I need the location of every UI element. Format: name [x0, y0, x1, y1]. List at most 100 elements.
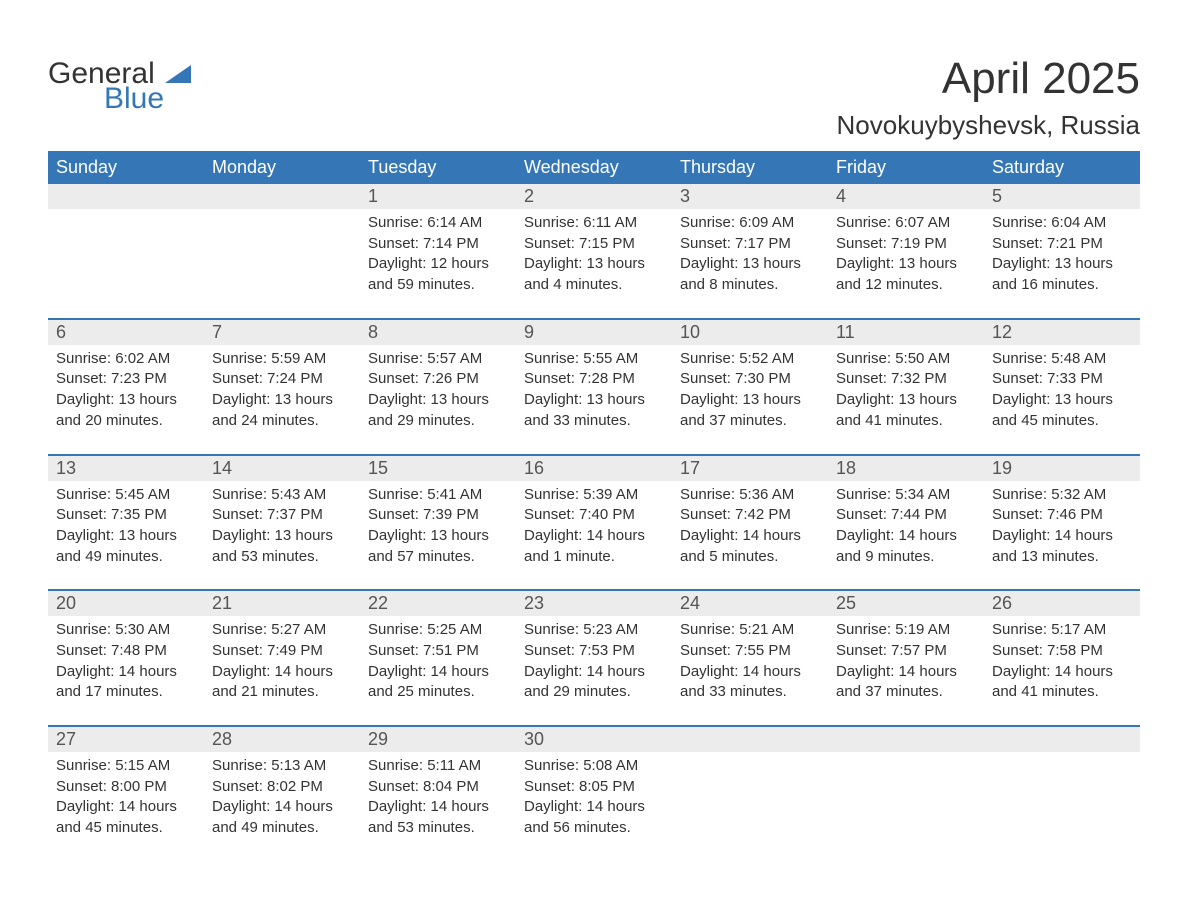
sunrise-line: Sunrise: 5:25 AM	[368, 620, 508, 641]
sunset-line: Sunset: 7:40 PM	[524, 505, 664, 526]
daylight-line: Daylight: 13 hours and 8 minutes.	[680, 254, 820, 295]
sunrise-line: Sunrise: 5:52 AM	[680, 349, 820, 370]
sunset-line: Sunset: 7:21 PM	[992, 234, 1132, 255]
sunset-line: Sunset: 7:30 PM	[680, 369, 820, 390]
daylight-line: Daylight: 14 hours and 33 minutes.	[680, 662, 820, 703]
day-cell: Sunrise: 5:21 AMSunset: 7:55 PMDaylight:…	[672, 616, 828, 725]
day-cell: Sunrise: 5:19 AMSunset: 7:57 PMDaylight:…	[828, 616, 984, 725]
day-cell: Sunrise: 6:14 AMSunset: 7:14 PMDaylight:…	[360, 209, 516, 318]
calendar-page: General Blue April 2025 Novokuybyshevsk,…	[0, 0, 1188, 901]
day-cell: Sunrise: 5:45 AMSunset: 7:35 PMDaylight:…	[48, 481, 204, 590]
day-cell: Sunrise: 5:43 AMSunset: 7:37 PMDaylight:…	[204, 481, 360, 590]
weekday-mon: Monday	[204, 151, 360, 184]
day-number: 14	[204, 456, 360, 481]
day-number: 17	[672, 456, 828, 481]
day-number: 20	[48, 591, 204, 616]
sunset-line: Sunset: 8:05 PM	[524, 777, 664, 798]
sunset-line: Sunset: 7:58 PM	[992, 641, 1132, 662]
day-cell: Sunrise: 6:09 AMSunset: 7:17 PMDaylight:…	[672, 209, 828, 318]
sunrise-line: Sunrise: 5:21 AM	[680, 620, 820, 641]
weekday-thu: Thursday	[672, 151, 828, 184]
day-number: 26	[984, 591, 1140, 616]
day-cell: Sunrise: 6:04 AMSunset: 7:21 PMDaylight:…	[984, 209, 1140, 318]
daynum-strip: 6789101112	[48, 318, 1140, 345]
day-number: 27	[48, 727, 204, 752]
sunrise-line: Sunrise: 6:07 AM	[836, 213, 976, 234]
day-number: 6	[48, 320, 204, 345]
day-number	[984, 727, 1140, 752]
sunrise-line: Sunrise: 5:30 AM	[56, 620, 196, 641]
weekday-sat: Saturday	[984, 151, 1140, 184]
day-number: 7	[204, 320, 360, 345]
day-cell: Sunrise: 5:50 AMSunset: 7:32 PMDaylight:…	[828, 345, 984, 454]
day-number: 11	[828, 320, 984, 345]
logo: General Blue	[48, 60, 191, 113]
daylight-line: Daylight: 14 hours and 53 minutes.	[368, 797, 508, 838]
day-cell: Sunrise: 6:02 AMSunset: 7:23 PMDaylight:…	[48, 345, 204, 454]
sunrise-line: Sunrise: 5:41 AM	[368, 485, 508, 506]
daynum-strip: 27282930	[48, 725, 1140, 752]
day-number: 10	[672, 320, 828, 345]
day-cell	[48, 209, 204, 318]
sunrise-line: Sunrise: 5:36 AM	[680, 485, 820, 506]
day-number: 25	[828, 591, 984, 616]
day-cell: Sunrise: 5:32 AMSunset: 7:46 PMDaylight:…	[984, 481, 1140, 590]
daylight-line: Daylight: 13 hours and 57 minutes.	[368, 526, 508, 567]
sunset-line: Sunset: 7:55 PM	[680, 641, 820, 662]
daylight-line: Daylight: 13 hours and 53 minutes.	[212, 526, 352, 567]
calendar-grid: Sunday Monday Tuesday Wednesday Thursday…	[48, 151, 1140, 861]
sunset-line: Sunset: 7:33 PM	[992, 369, 1132, 390]
daylight-line: Daylight: 14 hours and 49 minutes.	[212, 797, 352, 838]
daylight-line: Daylight: 13 hours and 4 minutes.	[524, 254, 664, 295]
day-number: 9	[516, 320, 672, 345]
sunrise-line: Sunrise: 5:11 AM	[368, 756, 508, 777]
day-cell: Sunrise: 5:59 AMSunset: 7:24 PMDaylight:…	[204, 345, 360, 454]
day-cell	[672, 752, 828, 861]
day-number: 16	[516, 456, 672, 481]
day-cell: Sunrise: 5:23 AMSunset: 7:53 PMDaylight:…	[516, 616, 672, 725]
sunrise-line: Sunrise: 5:17 AM	[992, 620, 1132, 641]
day-number: 28	[204, 727, 360, 752]
daylight-line: Daylight: 12 hours and 59 minutes.	[368, 254, 508, 295]
sunrise-line: Sunrise: 6:11 AM	[524, 213, 664, 234]
sunrise-line: Sunrise: 5:45 AM	[56, 485, 196, 506]
day-number	[48, 184, 204, 209]
daynum-strip: 20212223242526	[48, 589, 1140, 616]
daylight-line: Daylight: 13 hours and 16 minutes.	[992, 254, 1132, 295]
sunrise-line: Sunrise: 6:02 AM	[56, 349, 196, 370]
day-number: 29	[360, 727, 516, 752]
week-body: Sunrise: 6:02 AMSunset: 7:23 PMDaylight:…	[48, 345, 1140, 454]
day-number: 24	[672, 591, 828, 616]
day-number: 19	[984, 456, 1140, 481]
daylight-line: Daylight: 14 hours and 37 minutes.	[836, 662, 976, 703]
sunset-line: Sunset: 7:35 PM	[56, 505, 196, 526]
day-cell: Sunrise: 5:17 AMSunset: 7:58 PMDaylight:…	[984, 616, 1140, 725]
day-number: 5	[984, 184, 1140, 209]
daylight-line: Daylight: 14 hours and 41 minutes.	[992, 662, 1132, 703]
day-number: 2	[516, 184, 672, 209]
sunrise-line: Sunrise: 5:39 AM	[524, 485, 664, 506]
day-number: 15	[360, 456, 516, 481]
sunset-line: Sunset: 7:53 PM	[524, 641, 664, 662]
day-cell: Sunrise: 5:36 AMSunset: 7:42 PMDaylight:…	[672, 481, 828, 590]
daynum-strip: 12345	[48, 184, 1140, 209]
sunset-line: Sunset: 7:26 PM	[368, 369, 508, 390]
sunset-line: Sunset: 7:15 PM	[524, 234, 664, 255]
sunset-line: Sunset: 7:57 PM	[836, 641, 976, 662]
weekday-sun: Sunday	[48, 151, 204, 184]
sunset-line: Sunset: 7:37 PM	[212, 505, 352, 526]
sunrise-line: Sunrise: 5:19 AM	[836, 620, 976, 641]
sunrise-line: Sunrise: 5:27 AM	[212, 620, 352, 641]
day-number: 30	[516, 727, 672, 752]
daylight-line: Daylight: 14 hours and 45 minutes.	[56, 797, 196, 838]
day-cell: Sunrise: 6:07 AMSunset: 7:19 PMDaylight:…	[828, 209, 984, 318]
day-number: 8	[360, 320, 516, 345]
daylight-line: Daylight: 13 hours and 45 minutes.	[992, 390, 1132, 431]
sunset-line: Sunset: 7:14 PM	[368, 234, 508, 255]
sunrise-line: Sunrise: 6:09 AM	[680, 213, 820, 234]
day-cell: Sunrise: 6:11 AMSunset: 7:15 PMDaylight:…	[516, 209, 672, 318]
sunrise-line: Sunrise: 6:04 AM	[992, 213, 1132, 234]
day-cell	[204, 209, 360, 318]
sunrise-line: Sunrise: 5:50 AM	[836, 349, 976, 370]
daylight-line: Daylight: 14 hours and 25 minutes.	[368, 662, 508, 703]
